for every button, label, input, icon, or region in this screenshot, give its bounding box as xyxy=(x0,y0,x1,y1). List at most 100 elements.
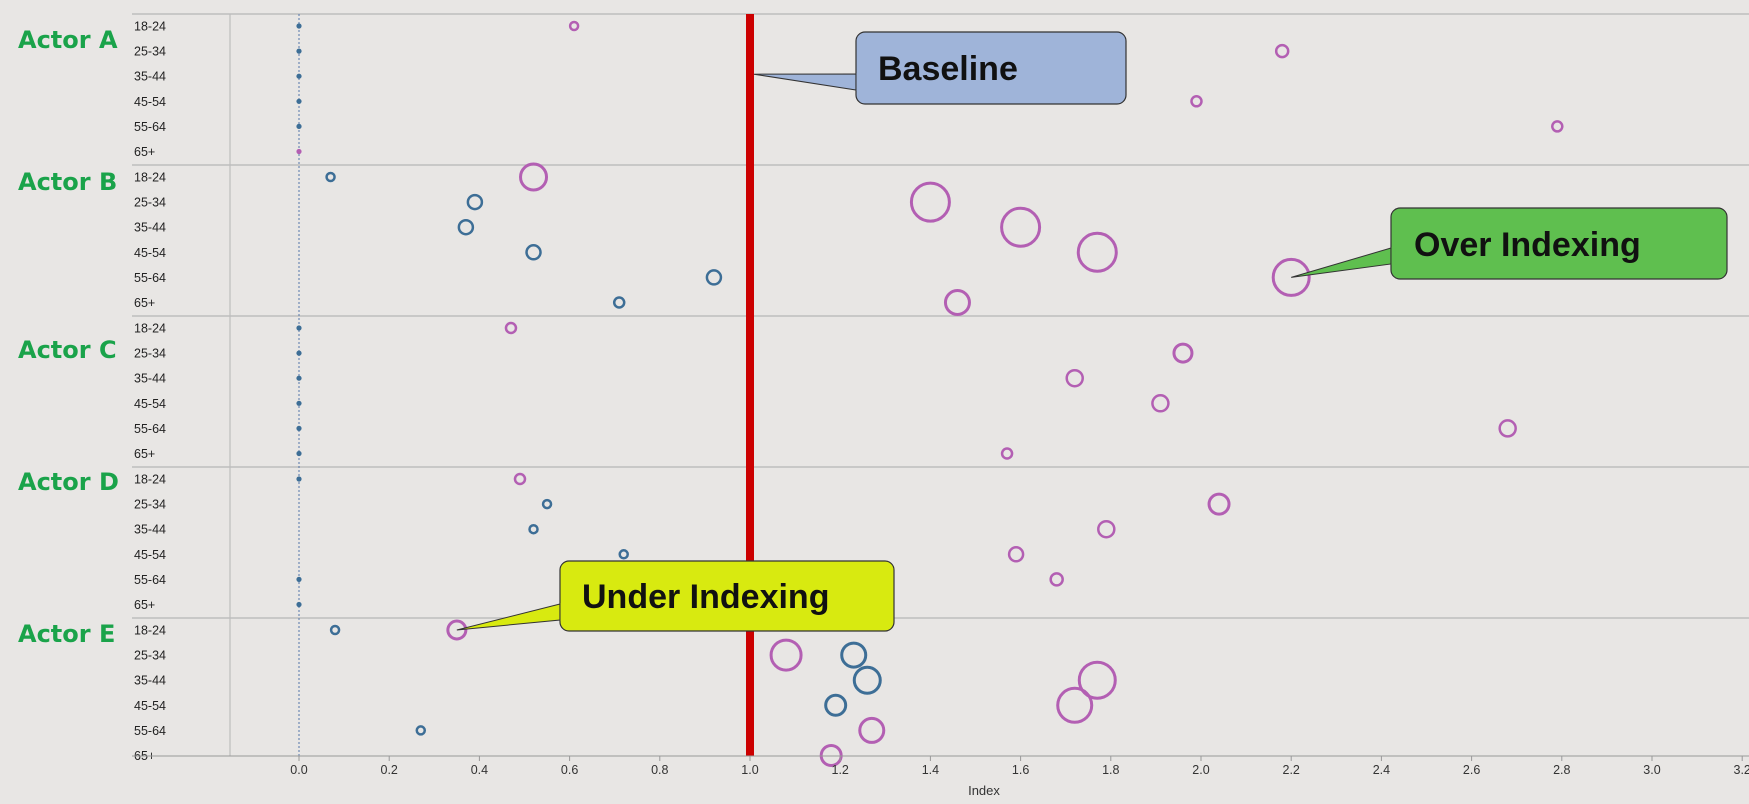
data-point xyxy=(1151,394,1170,413)
data-points xyxy=(296,20,1564,767)
callout-text: Over Indexing xyxy=(1414,226,1641,264)
data-point xyxy=(1000,206,1042,248)
callout-pointer xyxy=(456,603,561,631)
data-point xyxy=(1498,419,1517,438)
age-band-label: 35-44 xyxy=(134,221,166,235)
age-band-label: 45-54 xyxy=(134,397,166,411)
x-tick-label: 1.8 xyxy=(1102,763,1119,777)
data-point xyxy=(415,725,427,736)
data-point xyxy=(296,450,302,457)
age-band-label: 25-34 xyxy=(134,45,166,59)
data-point xyxy=(705,269,723,286)
age-band-label: 65+ xyxy=(134,447,155,461)
age-band-label: 55-64 xyxy=(134,271,166,285)
x-tick-label: 3.0 xyxy=(1643,763,1660,777)
callout-box xyxy=(855,31,1127,105)
data-point xyxy=(1274,43,1290,59)
callout-text: Under Indexing xyxy=(582,578,829,616)
data-point xyxy=(296,325,302,331)
age-band-label: 25-34 xyxy=(134,649,166,663)
x-tick-label: 2.2 xyxy=(1283,763,1300,777)
data-point xyxy=(1172,342,1194,364)
callout-joint xyxy=(560,603,565,621)
data-point xyxy=(1551,120,1564,133)
data-point xyxy=(329,624,341,636)
x-tick-label: 0.8 xyxy=(651,763,668,777)
data-point xyxy=(568,20,580,32)
data-point xyxy=(519,162,549,192)
x-tick-label: 1.4 xyxy=(922,763,939,777)
data-point xyxy=(296,48,302,54)
age-band-labels: 18-24 25-34 35-44 45-54 55-64 65+ 18-24 25-34 35… xyxy=(134,20,166,764)
age-band-label: 25-34 xyxy=(134,347,166,361)
x-tick-label: 1.0 xyxy=(741,763,758,777)
age-band-label: 65+ xyxy=(134,296,155,310)
data-point xyxy=(325,171,336,183)
data-point xyxy=(1049,572,1064,587)
age-band-label: 35-44 xyxy=(134,372,166,386)
x-tick-label: 3.2 xyxy=(1734,763,1749,777)
age-band-label: 55-64 xyxy=(134,422,166,436)
data-point xyxy=(943,289,971,316)
age-band-label: 55-64 xyxy=(134,120,166,134)
data-point xyxy=(296,23,302,29)
actor-label: Actor E xyxy=(18,620,115,648)
data-point xyxy=(1000,447,1014,460)
callout-joint xyxy=(856,73,861,91)
data-point xyxy=(296,375,302,381)
data-point xyxy=(1007,546,1025,563)
data-point xyxy=(1207,492,1231,516)
data-point xyxy=(296,476,302,482)
age-band-label: 65+ xyxy=(134,145,155,159)
data-point xyxy=(528,523,539,535)
x-tick-label: 0.4 xyxy=(471,763,488,777)
age-band-label: 45-54 xyxy=(134,699,166,713)
callout-pointer xyxy=(1291,247,1392,278)
data-point xyxy=(769,638,803,672)
x-tick-label: 1.6 xyxy=(1012,763,1029,777)
callout: Under Indexing xyxy=(456,560,895,632)
actor-label: Actor B xyxy=(18,168,117,196)
x-tick-label: 2.8 xyxy=(1553,763,1570,777)
data-point xyxy=(525,244,542,261)
age-band-label: 55-64 xyxy=(134,573,166,587)
age-band-label: 35-44 xyxy=(134,674,166,688)
data-point xyxy=(824,693,848,717)
actor-label: Actor A xyxy=(18,26,118,54)
data-point xyxy=(852,665,882,695)
x-ticks: 0.0 0.2 0.4 0.6 0.8 1.0 1.2 1.4 1.6 1.8 2.0 2.2 2.4 2… xyxy=(290,756,1749,777)
callout: Baseline xyxy=(753,31,1127,105)
age-band-label: 25-34 xyxy=(134,498,166,512)
x-tick-label: 2.4 xyxy=(1373,763,1390,777)
data-point xyxy=(296,73,302,79)
age-band-label: 35-44 xyxy=(134,523,166,537)
x-tick-label: 2.0 xyxy=(1192,763,1209,777)
data-point xyxy=(612,296,626,309)
callout: Over Indexing xyxy=(1291,207,1728,280)
data-point xyxy=(466,193,484,211)
data-point xyxy=(618,549,629,560)
data-point xyxy=(1076,231,1118,273)
data-point xyxy=(296,148,302,155)
x-axis-title: Index xyxy=(968,783,1000,798)
data-point xyxy=(909,181,951,223)
data-point xyxy=(541,498,553,510)
baseline-line xyxy=(746,14,754,756)
age-band-label: 18-24 xyxy=(134,20,166,34)
data-point xyxy=(1065,368,1084,388)
group-separators xyxy=(132,13,1749,756)
callout-box xyxy=(559,560,895,632)
data-point xyxy=(457,218,475,236)
actor-label: Actor C xyxy=(18,336,117,364)
data-point xyxy=(840,641,868,669)
data-point xyxy=(1056,686,1094,724)
age-band-label: 18-24 xyxy=(134,322,166,336)
data-point xyxy=(296,601,302,608)
data-point xyxy=(296,350,302,356)
age-band-label: 18-24 xyxy=(134,171,166,185)
actor-labels: Actor A Actor B Actor C Actor D Actor E xyxy=(18,26,119,648)
x-tick-label: 0.2 xyxy=(381,763,398,777)
age-band-label: 55-64 xyxy=(134,724,166,738)
age-band-label: 18-24 xyxy=(134,624,166,638)
